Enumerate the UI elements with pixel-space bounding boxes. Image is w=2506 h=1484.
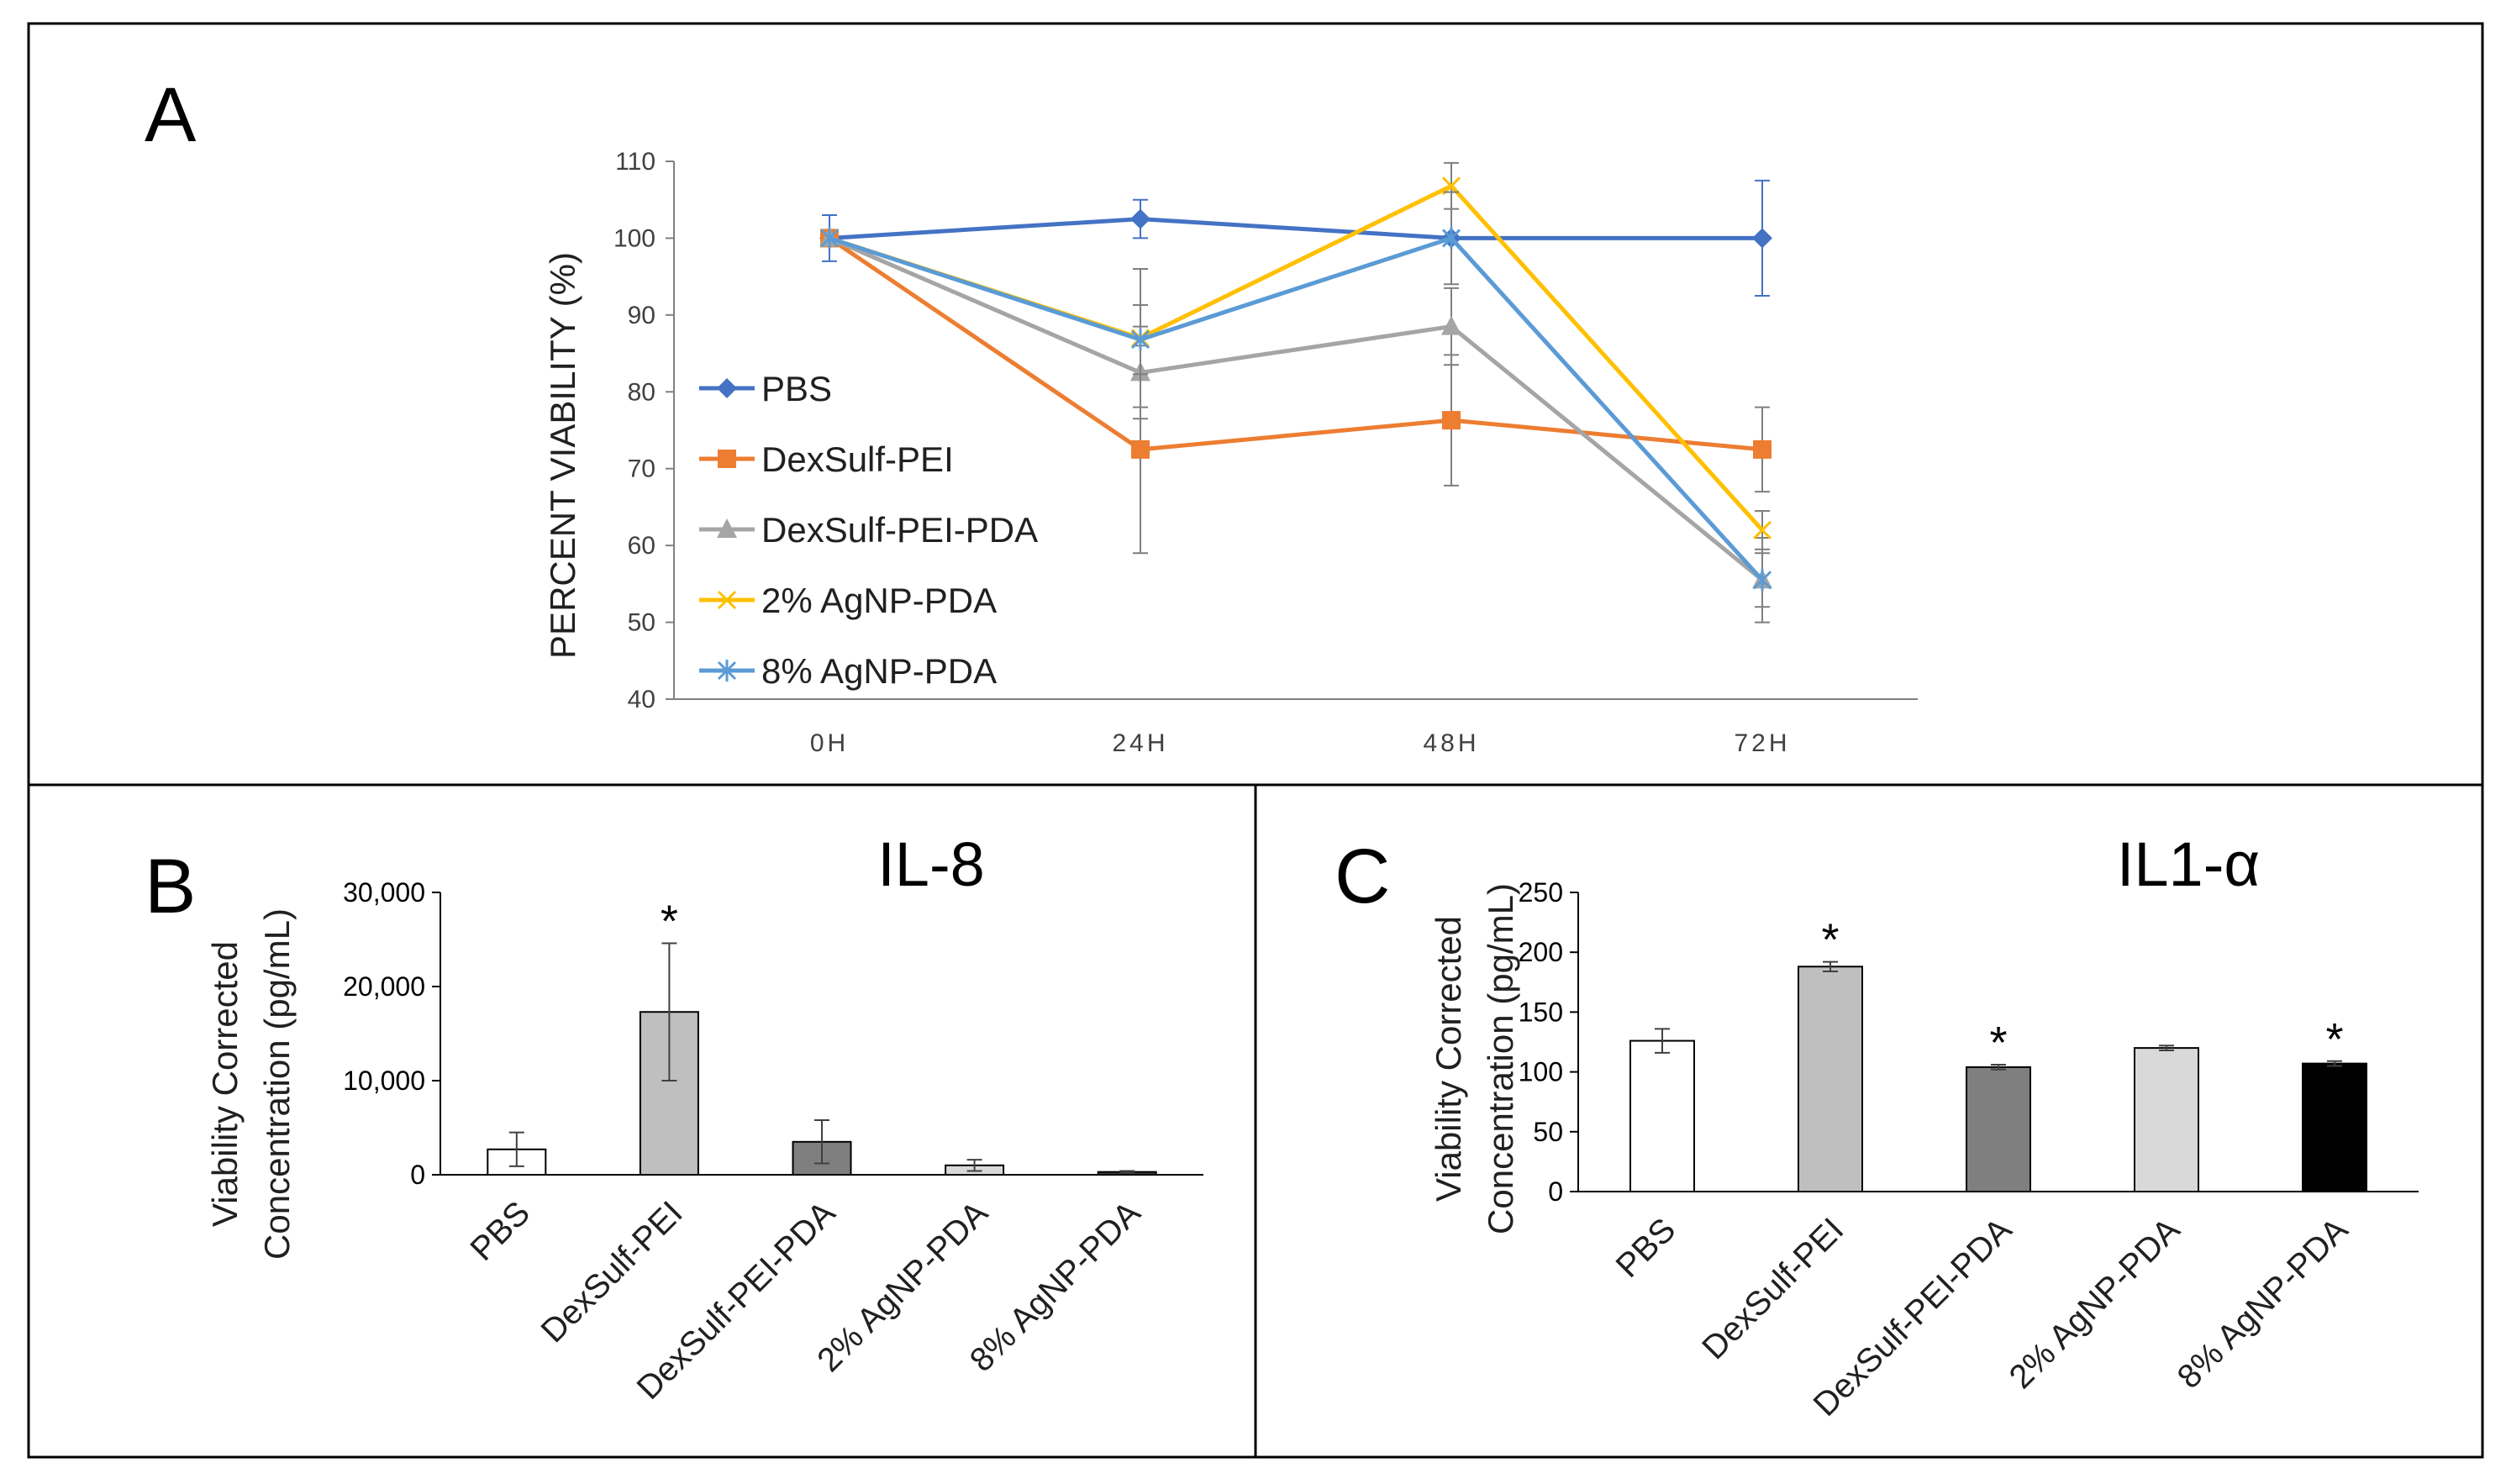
legend-label: 2% AgNP-PDA — [761, 581, 997, 620]
data-point — [1442, 411, 1461, 430]
panel-a-y-tick-label: 100 — [613, 224, 655, 252]
panel-b-letter: B — [145, 844, 196, 929]
panel-b-title: IL-8 — [877, 829, 985, 899]
panel-c-bar — [1798, 966, 1863, 1192]
legend-marker — [717, 518, 737, 538]
panel-a-x-tick-label: 72H — [1734, 729, 1790, 757]
panel-c-y-tick-label: 0 — [1548, 1176, 1563, 1207]
panel-c-title: IL1-α — [2117, 829, 2260, 899]
legend-marker — [717, 590, 737, 610]
panel-a-x-tick-label: 0H — [810, 729, 849, 757]
panel-c-chart: 050100150200250PBS*DexSulf-PEI*DexSulf-P… — [1519, 877, 2419, 1423]
series-line — [829, 235, 1764, 581]
data-point — [819, 227, 840, 250]
panel-a-y-tick-label: 40 — [628, 686, 655, 713]
panel-b-x-tick-label: PBS — [463, 1194, 537, 1268]
series-pbs — [819, 179, 1772, 297]
panel-c-x-tick-label: PBS — [1609, 1211, 1683, 1285]
data-point — [1752, 228, 1772, 249]
panel-c-significance-star: * — [2325, 1014, 2343, 1065]
panel-b-y-label-line2: Concentration (pg/mL) — [257, 908, 297, 1260]
data-point — [1752, 569, 1772, 592]
panel-a-x-tick-label: 48H — [1423, 729, 1479, 757]
panel-b-y-tick-label: 10,000 — [343, 1066, 425, 1096]
panel-a-x-tick-label: 24H — [1112, 729, 1168, 757]
panel-a-y-tick-label: 110 — [615, 148, 655, 176]
data-point — [1131, 439, 1150, 459]
panel-c-y-tick-label: 200 — [1519, 937, 1563, 967]
data-point — [1441, 315, 1461, 335]
panel-a-series — [819, 161, 1772, 624]
panel-a-y-tick-label: 80 — [628, 378, 655, 406]
series-2-agnp-pda — [819, 161, 1772, 550]
legend-marker — [717, 660, 737, 681]
panel-c-x-tick-label: 8% AgNP-PDA — [2171, 1211, 2356, 1396]
panel-b: B IL-8 Viability Corrected Concentration… — [145, 829, 1203, 1407]
panel-b-y-tick-label: 0 — [410, 1160, 425, 1190]
panel-c-bar — [1966, 1066, 2031, 1193]
panel-a-y-tick-label: 60 — [628, 532, 655, 560]
panel-a-y-tick-label: 70 — [628, 455, 655, 483]
panel-a-y-tick-label: 50 — [628, 609, 655, 637]
series-line — [829, 217, 1762, 240]
data-point — [1753, 439, 1772, 459]
series-dexsulf-pei-pda — [819, 227, 1772, 624]
panel-a-frame — [27, 22, 2484, 787]
legend-label: 8% AgNP-PDA — [761, 651, 997, 691]
legend-label: DexSulf-PEI — [761, 439, 954, 479]
panel-c-y-tick-label: 50 — [1533, 1117, 1563, 1147]
panel-b-y-tick-label: 30,000 — [343, 877, 425, 908]
panel-c-x-tick-label: 2% AgNP-PDA — [2003, 1211, 2187, 1396]
panel-c-y-tick-label: 100 — [1519, 1057, 1563, 1087]
panel-b-chart: 010,00020,00030,000PBS*DexSulf-PEIDexSul… — [343, 877, 1203, 1407]
panel-c-significance-star: * — [1989, 1018, 2007, 1068]
panel-c-bar — [2302, 1062, 2367, 1192]
legend-label: DexSulf-PEI-PDA — [761, 510, 1038, 550]
data-point — [1130, 329, 1150, 351]
panel-c-y-label-line2: Concentration (pg/mL) — [1481, 883, 1520, 1234]
legend-label: PBS — [761, 369, 832, 408]
series-dexsulf-pei — [820, 229, 1772, 555]
data-point — [1441, 227, 1461, 250]
panel-a: A PERCENT VIABILITY (%) 40 50 60 70 80 90 100 1… — [145, 72, 1918, 757]
panel-c-bar — [1629, 1039, 1695, 1193]
panel-b-y-label-line1: Viability Corrected — [205, 941, 245, 1227]
series-line — [829, 236, 1764, 582]
panel-c-x-tick-label: DexSulf-PEI — [1695, 1211, 1851, 1366]
panel-a-y-tick-label: 90 — [628, 302, 655, 329]
panel-a-legend: PBS DexSulf-PEI DexSulf-PEI-PDA 2% AgNP-PDA… — [699, 369, 1038, 691]
panel-c-y-tick-label: 150 — [1519, 997, 1563, 1027]
panel-c-bar — [2134, 1047, 2199, 1192]
data-point — [1130, 208, 1150, 229]
panel-c-y-label-line1: Viability Corrected — [1429, 916, 1468, 1202]
panel-b-x-tick-label: DexSulf-PEI — [534, 1194, 690, 1350]
panel-b-significance-star: * — [661, 896, 678, 946]
legend-marker — [718, 450, 736, 468]
series-8-agnp-pda — [819, 191, 1772, 608]
panel-c: C IL1-α Viability Corrected Concentratio… — [1335, 829, 2419, 1423]
panel-a-axes — [666, 161, 1918, 700]
panel-b-y-tick-label: 20,000 — [343, 971, 425, 1002]
panel-a-ticks: 40 50 60 70 80 90 100 110 0H 24H 48H 72H — [613, 148, 1790, 757]
panel-a-letter: A — [145, 72, 197, 158]
data-point — [1752, 520, 1772, 539]
panel-c-y-tick-label: 250 — [1519, 877, 1563, 908]
series-line — [828, 236, 1763, 452]
panel-c-letter: C — [1335, 834, 1390, 919]
panel-c-frame — [1254, 783, 2484, 1459]
panel-c-significance-star: * — [1821, 915, 1839, 966]
legend-marker — [717, 378, 737, 398]
panel-a-y-axis-label: PERCENT VIABILITY (%) — [543, 252, 582, 659]
